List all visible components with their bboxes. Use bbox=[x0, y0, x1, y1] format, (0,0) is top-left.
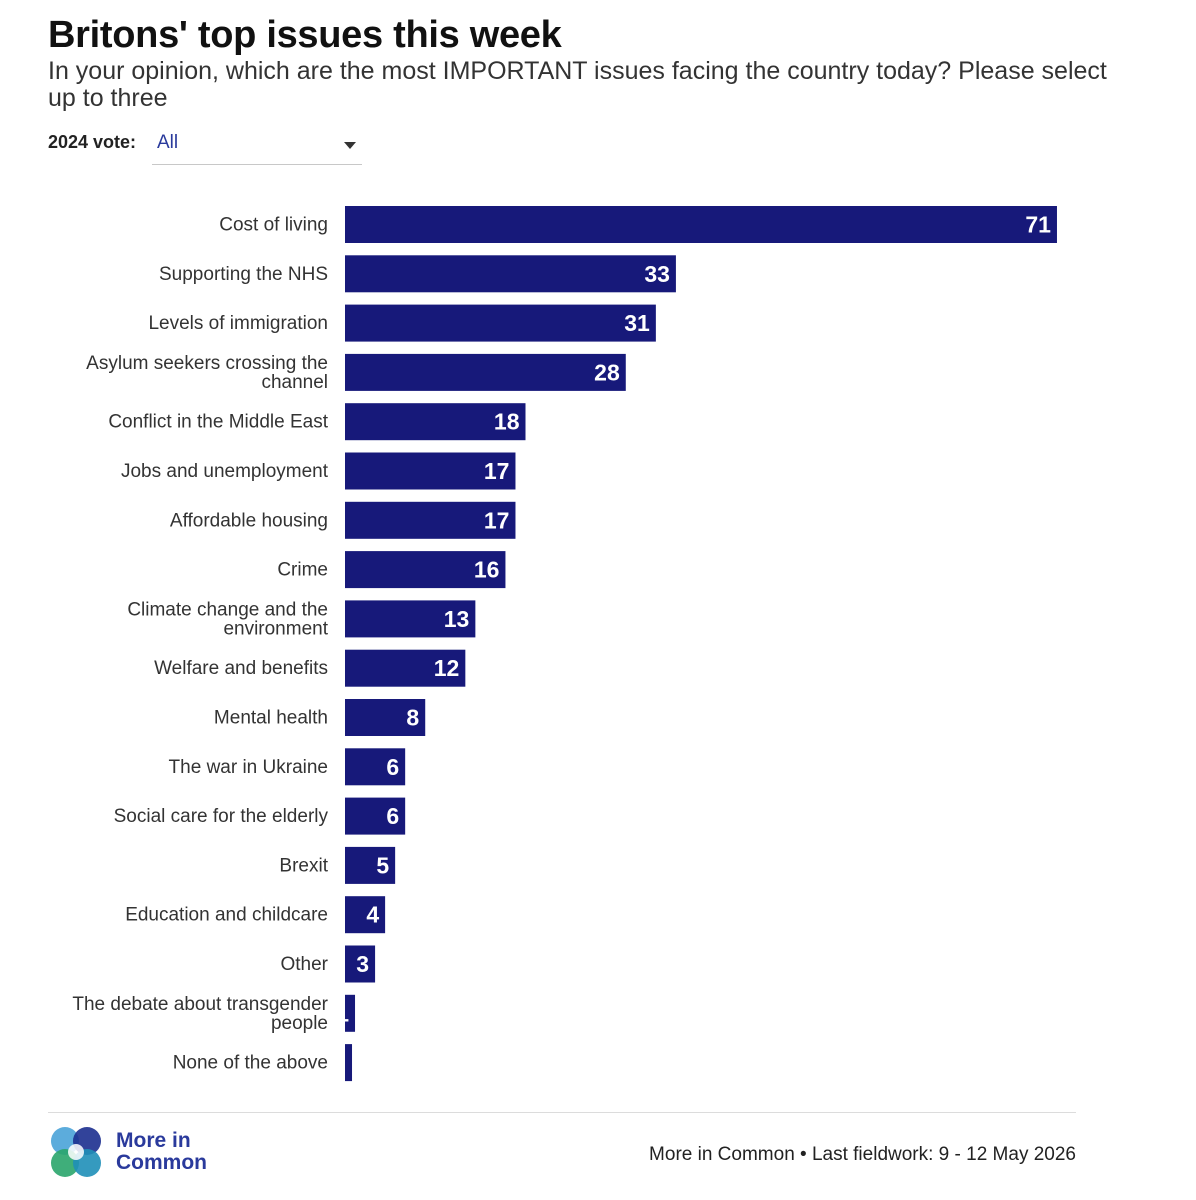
bar-value-label: 71 bbox=[1025, 212, 1051, 238]
category-label: Affordable housing bbox=[170, 510, 328, 531]
bar-value-label: 18 bbox=[494, 409, 520, 435]
logo-mark-icon bbox=[51, 1127, 101, 1177]
bar-value-label: 17 bbox=[484, 507, 510, 533]
category-label: Brexit bbox=[279, 855, 328, 876]
category-label: Levels of immigration bbox=[148, 313, 328, 334]
bar-chart: Cost of living 71 Supporting the NHS 33 Leve… bbox=[72, 206, 1057, 1082]
bar bbox=[345, 994, 356, 1032]
logo-text-line2: Common bbox=[116, 1151, 207, 1174]
chart-title: Britons' top issues this week bbox=[48, 14, 562, 56]
bar bbox=[345, 501, 516, 539]
bar bbox=[345, 206, 1057, 243]
category-label: Crime bbox=[277, 560, 328, 581]
bar bbox=[345, 353, 626, 391]
bar-value-label: 28 bbox=[594, 359, 620, 385]
footer-divider bbox=[48, 1112, 1076, 1113]
category-label: Education and childcare bbox=[125, 905, 328, 926]
bar bbox=[345, 600, 476, 638]
bar-value-label: 3 bbox=[356, 951, 369, 977]
logo-text-line1: More in bbox=[116, 1129, 191, 1152]
bar bbox=[345, 846, 396, 884]
filter-label: 2024 vote: bbox=[48, 132, 137, 152]
bar bbox=[345, 1044, 353, 1082]
category-label: Climate change and the environment bbox=[127, 599, 328, 639]
bar-value-label: 31 bbox=[624, 310, 650, 336]
category-label: Asylum seekers crossing the channel bbox=[86, 353, 328, 393]
bar bbox=[345, 649, 466, 687]
bar-value-label: 6 bbox=[386, 754, 399, 780]
category-label: Welfare and benefits bbox=[154, 658, 328, 679]
dropdown-selected-value: All bbox=[157, 132, 179, 153]
bar-value-label: 1 bbox=[336, 1000, 349, 1026]
bar bbox=[345, 699, 426, 736]
category-label: Other bbox=[280, 954, 328, 975]
bar bbox=[345, 452, 516, 490]
vote-dropdown[interactable]: All bbox=[152, 128, 362, 165]
category-label: The debate about transgender people bbox=[72, 994, 328, 1034]
bar bbox=[345, 797, 406, 835]
bar-value-label: 33 bbox=[644, 261, 670, 287]
category-label: The war in Ukraine bbox=[169, 757, 328, 778]
bar-value-label: 4 bbox=[366, 902, 379, 928]
chart-subtitle: In your opinion, which are the most IMPO… bbox=[48, 57, 1107, 112]
bar bbox=[345, 403, 526, 441]
bar bbox=[345, 896, 386, 934]
category-label: Conflict in the Middle East bbox=[108, 412, 328, 433]
category-label: None of the above bbox=[173, 1053, 328, 1074]
bar-value-label: 16 bbox=[474, 557, 500, 583]
bar-value-label: 8 bbox=[406, 705, 419, 731]
bar-value-label: 12 bbox=[434, 655, 460, 681]
bar bbox=[345, 551, 506, 589]
bar bbox=[345, 304, 656, 342]
category-label: Mental health bbox=[214, 708, 328, 729]
chevron-down-icon[interactable] bbox=[344, 142, 356, 149]
bar-value-label: 6 bbox=[386, 803, 399, 829]
bar bbox=[345, 748, 406, 786]
bar bbox=[345, 945, 376, 983]
more-in-common-logo: More in Common bbox=[48, 1124, 308, 1184]
source-note: More in Common • Last fieldwork: 9 - 12 … bbox=[649, 1144, 1076, 1165]
category-label: Supporting the NHS bbox=[159, 264, 328, 285]
bar-value-label: 13 bbox=[444, 606, 470, 632]
bar bbox=[345, 255, 676, 293]
bar-value-label: 5 bbox=[376, 852, 389, 878]
category-label: Cost of living bbox=[219, 215, 328, 236]
category-label: Jobs and unemployment bbox=[121, 461, 329, 482]
bar-value-label: 17 bbox=[484, 458, 510, 484]
category-label: Social care for the elderly bbox=[114, 806, 329, 827]
